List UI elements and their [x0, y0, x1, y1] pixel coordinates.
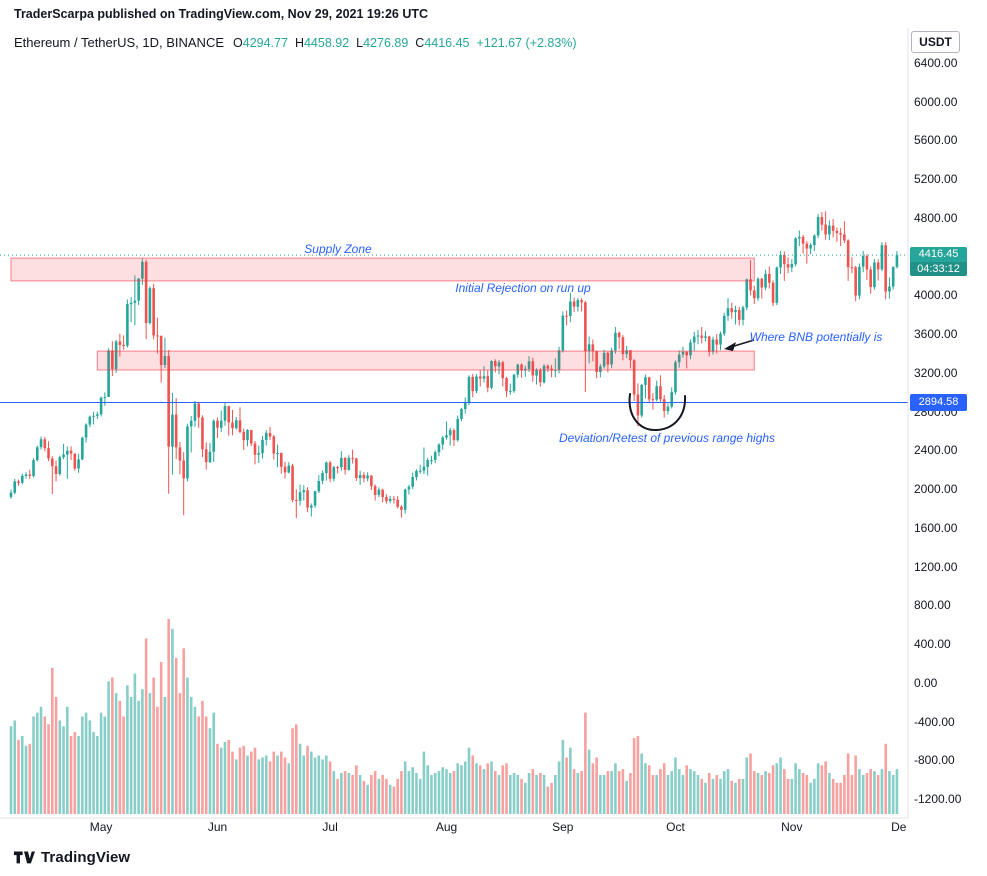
ohlc-values: O4294.77 H4458.92 L4276.89 C4416.45 +121… — [233, 36, 577, 50]
initial-rejection-annotation[interactable]: Initial Rejection on run up — [455, 281, 591, 295]
publish-bar: TraderScarpa published on TradingView.co… — [14, 7, 429, 21]
deviation-annotation[interactable]: Deviation/Retest of previous range highs — [558, 431, 776, 445]
tradingview-brand-text: TradingView — [41, 848, 131, 866]
symbol-legend[interactable]: Ethereum / TetherUS, 1D, BINANCE O4294.7… — [14, 35, 577, 50]
drawing-overlay — [0, 28, 909, 819]
tradingview-footer[interactable]: TradingView — [13, 847, 130, 867]
supply-zone-annotation[interactable]: Supply Zone — [304, 242, 372, 256]
high-value: H4458.92 — [294, 36, 350, 50]
bar-countdown: 04:33:12 — [910, 262, 967, 276]
bnb-arrow-line[interactable] — [730, 339, 755, 348]
volume-series — [9, 619, 899, 815]
last-price-value: 4416.45 — [918, 248, 959, 260]
bnb-arrow-head — [724, 342, 736, 351]
supply-zones — [10, 257, 755, 371]
currency-toggle-button[interactable]: USDT — [911, 31, 960, 53]
level-price-label: 2894.58 — [910, 394, 967, 411]
open-value: O4294.77 — [233, 36, 288, 50]
symbol-title[interactable]: Ethereum / TetherUS, 1D, BINANCE — [14, 35, 225, 50]
low-value: L4276.89 — [356, 36, 409, 50]
supply-zone-rect[interactable] — [96, 350, 755, 371]
supply-zone-rect[interactable] — [10, 257, 755, 282]
tradingview-logo-icon — [13, 851, 35, 864]
deviation-arc[interactable] — [628, 393, 687, 432]
change-value: +121.67 (+2.83%) — [476, 36, 577, 50]
where-bnb-annotation[interactable]: Where BNB potentially is — [749, 330, 883, 344]
price-lines — [0, 254, 908, 403]
last-price-label: 4416.45 04:33:12 — [910, 247, 967, 276]
close-value: C4416.45 — [415, 36, 470, 50]
candlestick-series — [9, 211, 899, 519]
